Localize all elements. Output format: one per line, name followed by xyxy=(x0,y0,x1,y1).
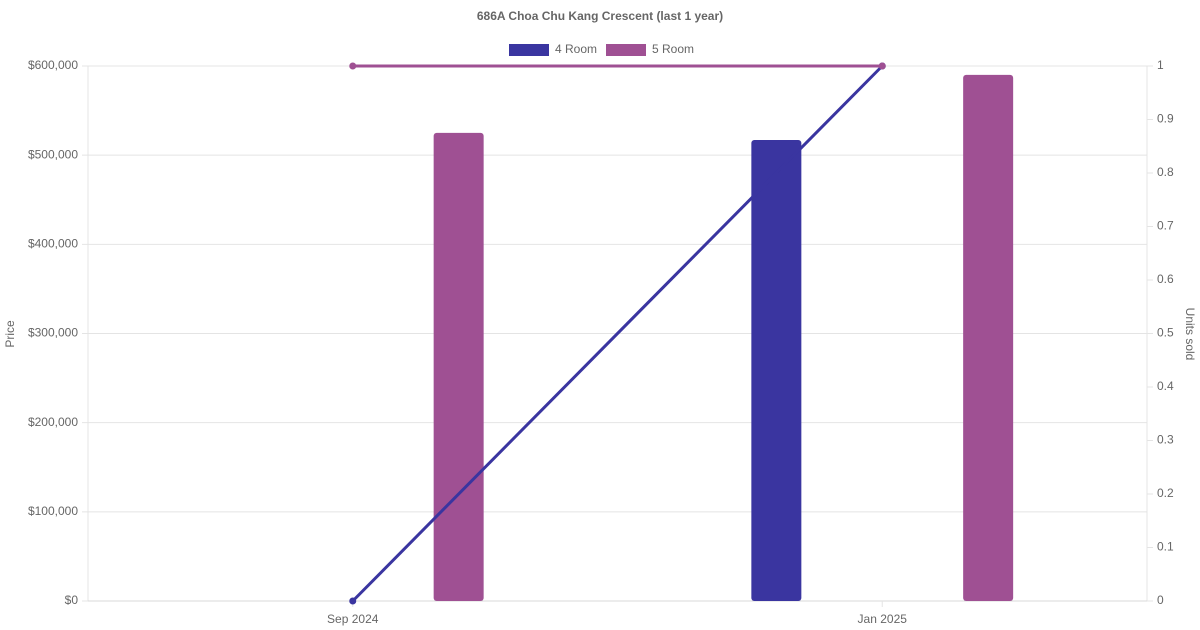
legend-label: 5 Room xyxy=(652,42,694,56)
line-point xyxy=(878,62,886,70)
y-axis-title: Price xyxy=(3,320,17,348)
line-point xyxy=(349,597,357,605)
bar xyxy=(751,140,802,601)
y-tick-label: $100,000 xyxy=(28,504,78,518)
y-tick-label: $0 xyxy=(65,593,79,607)
y2-tick-label: 0.4 xyxy=(1157,379,1174,393)
y-tick-label: $600,000 xyxy=(28,58,78,72)
line-point xyxy=(349,62,357,70)
y2-tick-label: 0.9 xyxy=(1157,112,1174,126)
chart-title: 686A Choa Chu Kang Crescent (last 1 year… xyxy=(477,9,723,23)
y-tick-label: $300,000 xyxy=(28,326,78,340)
y2-axis-title: Units sold xyxy=(1183,308,1197,361)
y2-tick-label: 0.7 xyxy=(1157,219,1174,233)
y-tick-label: $500,000 xyxy=(28,147,78,161)
y2-tick-label: 0.3 xyxy=(1157,433,1174,447)
bar xyxy=(963,74,1014,601)
x-tick-label: Jan 2025 xyxy=(858,612,908,626)
y2-tick-label: 0.5 xyxy=(1157,326,1174,340)
y2-tick-label: 1 xyxy=(1157,58,1164,72)
y-tick-label: $200,000 xyxy=(28,415,78,429)
y2-tick-label: 0.6 xyxy=(1157,272,1174,286)
y2-tick-label: 0 xyxy=(1157,593,1164,607)
y2-tick-label: 0.1 xyxy=(1157,540,1174,554)
line xyxy=(351,64,884,603)
y2-tick-label: 0.2 xyxy=(1157,486,1174,500)
legend-label: 4 Room xyxy=(555,42,597,56)
legend-swatch xyxy=(509,44,549,56)
legend-swatch xyxy=(606,44,646,56)
y2-tick-label: 0.8 xyxy=(1157,165,1174,179)
y-tick-label: $400,000 xyxy=(28,237,78,251)
x-tick-label: Sep 2024 xyxy=(327,612,379,626)
bar xyxy=(433,132,484,601)
